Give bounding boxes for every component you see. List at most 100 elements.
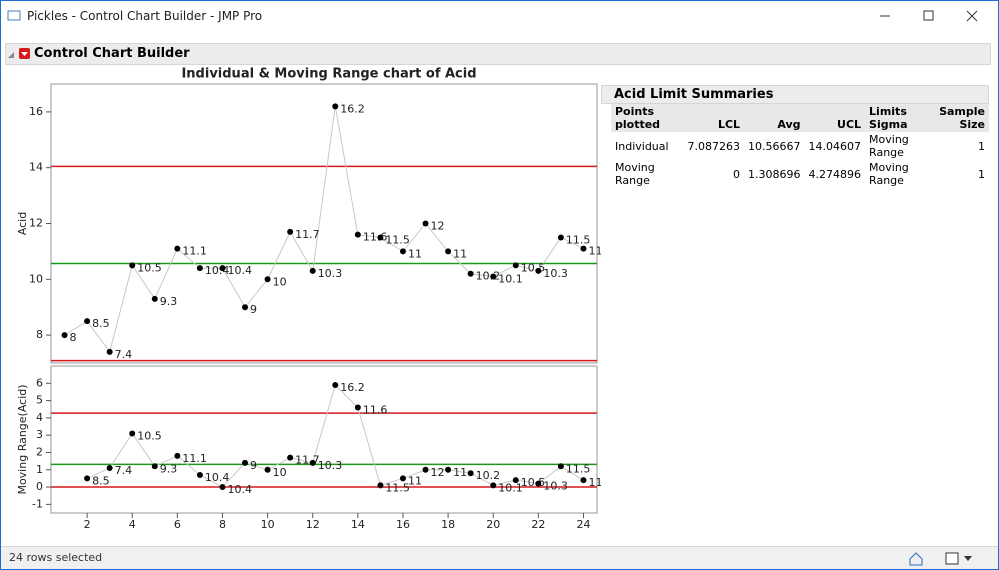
data-point [422,466,429,473]
x-tick-label: 18 [441,518,455,531]
window-title: Pickles - Control Chart Builder - JMP Pr… [27,9,263,23]
data-label: 7.4 [115,464,133,477]
x-tick-label: 22 [531,518,545,531]
column-header: Avg [744,104,805,132]
control-chart: Individual & Moving Range chart of Acid A… [16,67,601,532]
x-tick-label: 12 [306,518,320,531]
y-tick-label: 12 [29,217,43,230]
table-cell: 14.04607 [808,139,862,153]
data-label: 10.5 [521,476,546,489]
data-point [512,262,519,269]
series-line [64,106,584,353]
data-point [377,234,384,241]
data-label: 10.4 [205,264,230,277]
data-point [242,459,249,466]
y-tick-label: 14 [29,161,43,174]
data-label: 10.2 [476,469,501,482]
y-tick-label: 10 [29,272,43,285]
summary-title[interactable]: Acid Limit Summaries [601,85,989,104]
column-header: Sample Size [925,104,989,132]
data-point [264,466,271,473]
y-tick-label: 4 [36,411,43,424]
data-label: 11.1 [182,245,207,258]
x-tick-label: 10 [261,518,275,531]
column-header: LCL [683,104,745,132]
data-label: 11.7 [295,454,320,467]
y-tick-label: 1 [36,463,43,476]
data-point [490,482,497,489]
data-label: 9.3 [160,462,178,475]
data-label: 11.1 [182,452,207,465]
data-label: 9 [250,459,257,472]
data-point [445,248,452,255]
x-tick-label: 4 [129,518,136,531]
data-label: 10 [273,275,287,288]
data-point [580,477,587,484]
data-point [84,475,91,482]
data-point [174,245,181,252]
data-label: 11.5 [385,233,410,246]
table-cell: Moving Range [869,161,909,187]
data-label: 16.2 [340,381,365,394]
report-header[interactable]: Control Chart Builder [5,43,991,65]
status-icons[interactable] [906,548,986,568]
data-point [377,482,384,489]
data-point [151,463,158,470]
data-label: 10.1 [498,481,522,494]
data-label: 10.5 [137,429,162,442]
limit-summaries: Acid Limit Summaries Points plotted LCL Av… [601,85,989,188]
chart-title: Individual & Moving Range chart of Acid [181,67,476,82]
data-point [151,295,158,302]
data-label: 11 [453,466,467,479]
table-row: Individual 7.087263 10.56667 14.04607 Moving… [611,132,989,160]
status-bar: 24 rows selected [1,546,998,569]
data-label: 11.1 [588,245,601,258]
data-point [422,220,429,227]
data-point [399,475,406,482]
data-label: 10.4 [227,264,252,277]
maximize-button[interactable] [923,10,934,21]
table-cell: 1 [978,139,985,153]
window-controls [7,10,978,22]
data-point [354,404,361,411]
data-point [129,262,136,269]
data-point [219,484,226,491]
x-tick-label: 20 [486,518,500,531]
data-point [242,304,249,311]
data-label: 16.2 [340,102,365,115]
y-tick-label: 2 [36,445,43,458]
report-title: Control Chart Builder [34,46,190,61]
data-label: 8 [70,331,77,344]
y-tick-label: 8 [36,328,43,341]
data-label: 11.6 [363,231,388,244]
data-label: 11 [408,247,422,260]
data-label: 9 [250,303,257,316]
data-label: 12 [431,466,445,479]
data-label: 10.5 [137,261,162,274]
data-point [196,265,203,272]
column-header: UCL [804,104,866,132]
close-button[interactable] [966,10,978,22]
header-icons[interactable] [6,44,32,64]
data-label: 11 [408,474,422,487]
summary-table: Points plotted LCL Avg UCL Limits Sigma Sampl… [611,104,989,188]
data-label: 9.3 [160,295,178,308]
table-cell: 4.274896 [808,167,862,181]
data-point [287,454,294,461]
data-label: 11.6 [363,404,388,417]
data-label: 10.4 [227,483,252,496]
column-header: Points plotted [611,104,684,132]
data-point [557,234,564,241]
title-bar: Pickles - Control Chart Builder - JMP Pr… [1,1,998,31]
data-label: 10.2 [476,270,501,283]
plot-frame [50,365,598,514]
data-label: 10.3 [318,267,343,280]
y-axis-label: Acid [16,212,29,235]
data-point [287,228,294,235]
data-label: 10.5 [521,261,546,274]
data-point [580,245,587,252]
data-point [490,273,497,280]
data-label: 8.5 [92,317,110,330]
data-point [264,276,271,283]
